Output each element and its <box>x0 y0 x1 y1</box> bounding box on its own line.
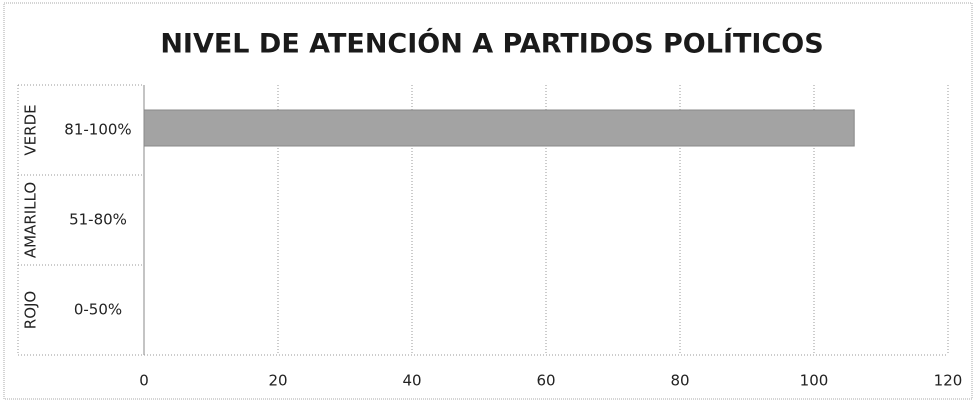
category-label: 51-80% <box>69 211 127 229</box>
x-tick-label: 80 <box>670 372 689 390</box>
x-tick-label: 40 <box>402 372 421 390</box>
group-label: AMARILLO <box>22 182 40 258</box>
x-tick-label: 0 <box>139 372 149 390</box>
group-label: ROJO <box>22 291 40 329</box>
bar <box>143 109 855 147</box>
x-tick-label: 60 <box>536 372 555 390</box>
x-tick-label: 20 <box>268 372 287 390</box>
x-tick-label: 100 <box>800 372 829 390</box>
chart-title: NIVEL DE ATENCIÓN A PARTIDOS POLÍTICOS <box>160 28 823 60</box>
category-label: 81-100% <box>64 121 131 139</box>
category-label: 0-50% <box>74 301 122 319</box>
chart-frame <box>3 2 973 400</box>
group-label: VERDE <box>22 104 40 155</box>
x-tick-label: 120 <box>934 372 963 390</box>
